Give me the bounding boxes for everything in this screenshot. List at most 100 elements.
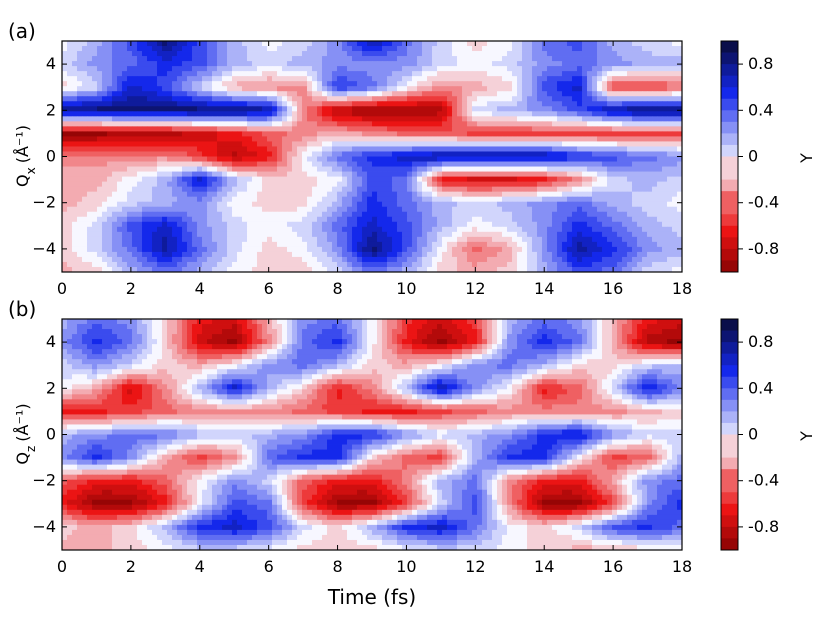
heatmap-cell (602, 211, 608, 218)
heatmap-cell (192, 161, 198, 167)
heatmap-cell (672, 151, 678, 157)
heatmap-cell (397, 176, 403, 183)
heatmap-cell (302, 186, 308, 193)
heatmap-cell (417, 76, 423, 82)
heatmap-cell (217, 176, 223, 183)
heatmap-cell (557, 231, 563, 238)
heatmap-cell (412, 171, 418, 177)
heatmap-cell (127, 171, 133, 177)
heatmap-cell (292, 141, 298, 147)
heatmap-cell (292, 211, 298, 218)
heatmap-cell (612, 156, 618, 162)
heatmap-cell (522, 56, 528, 62)
heatmap-cell (552, 231, 558, 238)
heatmap-cell (227, 101, 233, 107)
heatmap-cell (497, 61, 503, 67)
heatmap-cell (232, 181, 238, 188)
heatmap-cell (307, 116, 313, 122)
heatmap-cell (607, 226, 613, 233)
heatmap-cell (297, 81, 303, 87)
heatmap-cell (482, 191, 488, 198)
heatmap-cell (182, 171, 188, 177)
heatmap-cell (507, 131, 513, 137)
heatmap-cell (377, 121, 383, 127)
heatmap-cell (297, 61, 303, 67)
heatmap-cell (582, 166, 588, 172)
heatmap-cell (622, 66, 628, 72)
heatmap-cell (517, 181, 523, 188)
heatmap-cell (92, 231, 98, 238)
heatmap-cell (237, 96, 243, 102)
heatmap-cell (152, 111, 158, 117)
heatmap-cell (72, 61, 78, 67)
heatmap-cell (557, 176, 563, 183)
heatmap-cell (652, 206, 658, 213)
heatmap-cell (347, 181, 353, 188)
heatmap-cell (167, 221, 173, 228)
heatmap-cell (562, 196, 568, 203)
heatmap-cell (427, 46, 433, 52)
heatmap-cell (392, 166, 398, 172)
heatmap-cell (557, 136, 563, 142)
heatmap-cell (107, 156, 113, 162)
heatmap-cell (527, 126, 533, 132)
heatmap-cell (152, 161, 158, 167)
heatmap-cell (277, 216, 283, 223)
heatmap-cell (192, 241, 198, 248)
heatmap-cell (407, 56, 413, 62)
heatmap-cell (457, 196, 463, 203)
heatmap-cell (407, 221, 413, 228)
heatmap-cell (592, 106, 598, 112)
heatmap-cell (262, 186, 268, 193)
heatmap-cell (352, 41, 358, 47)
heatmap-cell (577, 81, 583, 87)
heatmap-cell (612, 236, 618, 243)
heatmap-cell (392, 76, 398, 82)
heatmap-cell (512, 181, 518, 188)
heatmap-cell (657, 191, 663, 198)
heatmap-cell (332, 186, 338, 193)
heatmap-cell (362, 71, 368, 77)
heatmap-cell (647, 181, 653, 188)
heatmap-cell (187, 46, 193, 52)
heatmap-cell (417, 106, 423, 112)
heatmap-cell (122, 61, 128, 67)
heatmap-cell (502, 111, 508, 117)
heatmap-cell (662, 61, 668, 67)
heatmap-cell (467, 106, 473, 112)
heatmap-cell (192, 171, 198, 177)
heatmap-cell (437, 106, 443, 112)
heatmap-cell (582, 106, 588, 112)
heatmap-cell (412, 46, 418, 52)
heatmap-cell (312, 201, 318, 208)
heatmap-cell (462, 156, 468, 162)
heatmap-cell (392, 46, 398, 52)
heatmap-cell (412, 41, 418, 47)
heatmap-cell (572, 66, 578, 72)
heatmap-cell (112, 151, 118, 157)
heatmap-cell (457, 156, 463, 162)
heatmap-cell (402, 221, 408, 228)
heatmap-cell (467, 211, 473, 218)
heatmap-cell (357, 171, 363, 177)
heatmap-cell (367, 146, 373, 152)
heatmap-cell (357, 236, 363, 243)
heatmap-cell (382, 221, 388, 228)
heatmap-cell (537, 171, 543, 177)
heatmap-cell (82, 41, 88, 47)
heatmap-cell (382, 46, 388, 52)
heatmap-cell (237, 171, 243, 177)
heatmap-cell (572, 41, 578, 47)
heatmap-cell (197, 161, 203, 167)
heatmap-cell (432, 216, 438, 223)
heatmap-cell (122, 176, 128, 183)
heatmap-cell (647, 126, 653, 132)
heatmap-cell (507, 221, 513, 228)
heatmap-cell (97, 191, 103, 198)
heatmap-cell (152, 181, 158, 188)
heatmap-cell (312, 221, 318, 228)
heatmap-cell (537, 96, 543, 102)
heatmap-cell (557, 86, 563, 92)
heatmap-cell (267, 61, 273, 67)
heatmap-cell (517, 236, 523, 243)
